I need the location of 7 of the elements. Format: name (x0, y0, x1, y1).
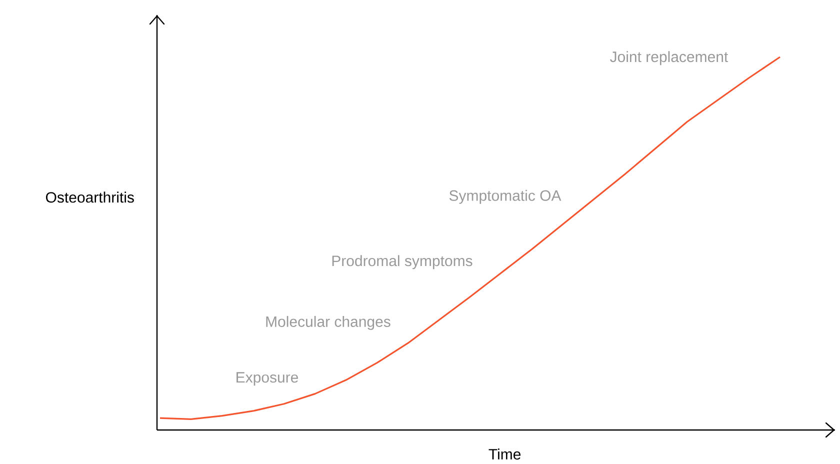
annotation: Prodromal symptoms (332, 255, 472, 270)
annotation: Exposure (236, 372, 298, 386)
x-axis-title: Time (488, 448, 521, 460)
y-axis-title: Osteoarthritis (46, 192, 134, 203)
annotation: Molecular changes (266, 316, 390, 330)
annotation: Symptomatic OA (449, 190, 562, 204)
annotation: Joint replacement (610, 51, 728, 66)
